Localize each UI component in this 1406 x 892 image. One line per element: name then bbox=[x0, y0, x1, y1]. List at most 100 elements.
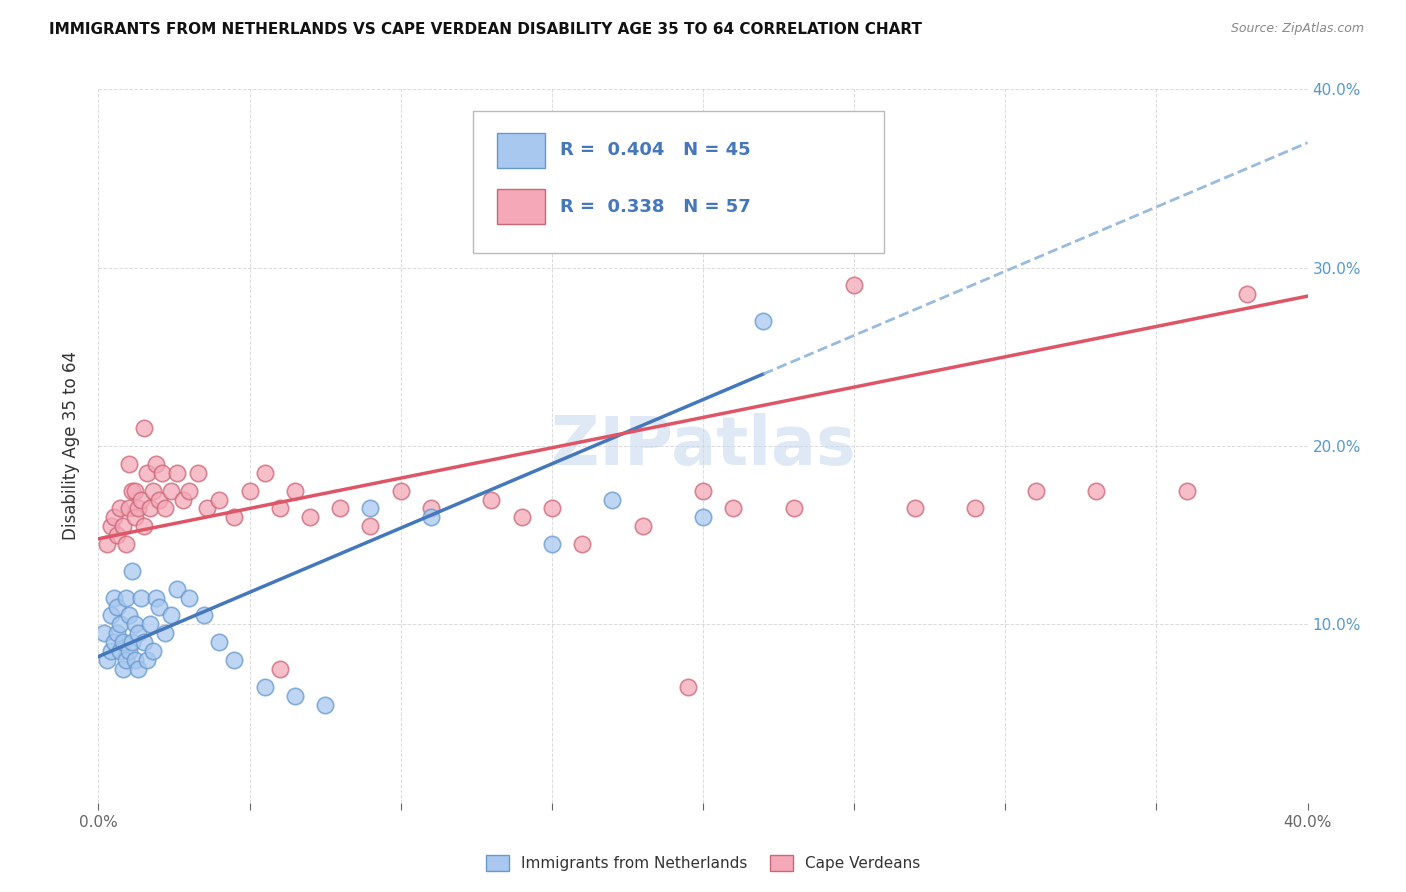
Point bbox=[284, 483, 307, 498]
Point bbox=[124, 483, 146, 498]
Point bbox=[1085, 483, 1108, 498]
Y-axis label: Disability Age 35 to 64: Disability Age 35 to 64 bbox=[62, 351, 80, 541]
Point bbox=[965, 501, 987, 516]
Point bbox=[481, 492, 503, 507]
Point bbox=[139, 617, 162, 632]
Point bbox=[284, 689, 307, 703]
Point bbox=[111, 519, 134, 533]
Point bbox=[253, 680, 276, 694]
Point bbox=[253, 466, 276, 480]
Point bbox=[108, 617, 131, 632]
Point bbox=[111, 662, 134, 676]
Point bbox=[153, 626, 176, 640]
Point bbox=[224, 510, 246, 524]
Point bbox=[124, 510, 146, 524]
Legend: Immigrants from Netherlands, Cape Verdeans: Immigrants from Netherlands, Cape Verdea… bbox=[479, 849, 927, 877]
Point bbox=[150, 466, 173, 480]
Point bbox=[1175, 483, 1198, 498]
Point bbox=[224, 653, 246, 667]
Point bbox=[105, 626, 128, 640]
Point bbox=[1024, 483, 1046, 498]
Point bbox=[132, 421, 155, 435]
Point bbox=[108, 501, 131, 516]
Point bbox=[114, 653, 136, 667]
Point bbox=[142, 644, 165, 658]
Point bbox=[145, 591, 167, 605]
Text: R =  0.404   N = 45: R = 0.404 N = 45 bbox=[561, 141, 751, 160]
Point bbox=[100, 519, 122, 533]
FancyBboxPatch shape bbox=[498, 189, 544, 225]
Point bbox=[723, 501, 745, 516]
Point bbox=[121, 564, 143, 578]
Point bbox=[179, 591, 201, 605]
Text: R =  0.338   N = 57: R = 0.338 N = 57 bbox=[561, 198, 751, 216]
Point bbox=[166, 466, 188, 480]
Point bbox=[108, 644, 131, 658]
Text: IMMIGRANTS FROM NETHERLANDS VS CAPE VERDEAN DISABILITY AGE 35 TO 64 CORRELATION : IMMIGRANTS FROM NETHERLANDS VS CAPE VERD… bbox=[49, 22, 922, 37]
Point bbox=[127, 501, 149, 516]
Point bbox=[904, 501, 927, 516]
Point bbox=[118, 608, 141, 623]
Point bbox=[96, 537, 118, 551]
Point bbox=[1236, 287, 1258, 301]
Point bbox=[127, 626, 149, 640]
Point bbox=[179, 483, 201, 498]
Point bbox=[132, 635, 155, 649]
Point bbox=[114, 537, 136, 551]
Point bbox=[172, 492, 194, 507]
Point bbox=[299, 510, 322, 524]
Point bbox=[129, 492, 152, 507]
Point bbox=[329, 501, 352, 516]
Point bbox=[389, 483, 412, 498]
Point bbox=[752, 314, 775, 328]
Point bbox=[269, 662, 291, 676]
Point bbox=[135, 466, 157, 480]
Point bbox=[269, 501, 291, 516]
Point bbox=[195, 501, 218, 516]
Point bbox=[124, 617, 146, 632]
Point bbox=[239, 483, 262, 498]
Point bbox=[148, 599, 170, 614]
Point bbox=[129, 591, 152, 605]
Point bbox=[602, 492, 624, 507]
Point bbox=[540, 537, 562, 551]
Point bbox=[314, 698, 336, 712]
Point bbox=[139, 501, 162, 516]
Point bbox=[118, 457, 141, 471]
Point bbox=[103, 591, 125, 605]
Point bbox=[100, 644, 122, 658]
Text: Source: ZipAtlas.com: Source: ZipAtlas.com bbox=[1230, 22, 1364, 36]
Point bbox=[121, 483, 143, 498]
Point bbox=[844, 278, 866, 293]
Point bbox=[510, 510, 533, 524]
Point bbox=[360, 519, 382, 533]
Point bbox=[160, 483, 183, 498]
Point bbox=[105, 528, 128, 542]
FancyBboxPatch shape bbox=[474, 111, 884, 253]
Point bbox=[153, 501, 176, 516]
Point bbox=[103, 510, 125, 524]
Point bbox=[420, 501, 443, 516]
Point bbox=[121, 635, 143, 649]
Point bbox=[193, 608, 215, 623]
Point bbox=[148, 492, 170, 507]
Point bbox=[160, 608, 183, 623]
Point bbox=[571, 537, 593, 551]
Point bbox=[127, 662, 149, 676]
Point bbox=[166, 582, 188, 596]
Point bbox=[93, 626, 115, 640]
Text: ZIPatlas: ZIPatlas bbox=[551, 413, 855, 479]
Point bbox=[105, 599, 128, 614]
Point bbox=[135, 653, 157, 667]
FancyBboxPatch shape bbox=[498, 133, 544, 168]
Point bbox=[692, 510, 714, 524]
Point bbox=[676, 680, 699, 694]
Point bbox=[111, 635, 134, 649]
Point bbox=[540, 501, 562, 516]
Point bbox=[692, 483, 714, 498]
Point bbox=[124, 653, 146, 667]
Point bbox=[103, 635, 125, 649]
Point bbox=[118, 501, 141, 516]
Point bbox=[100, 608, 122, 623]
Point bbox=[96, 653, 118, 667]
